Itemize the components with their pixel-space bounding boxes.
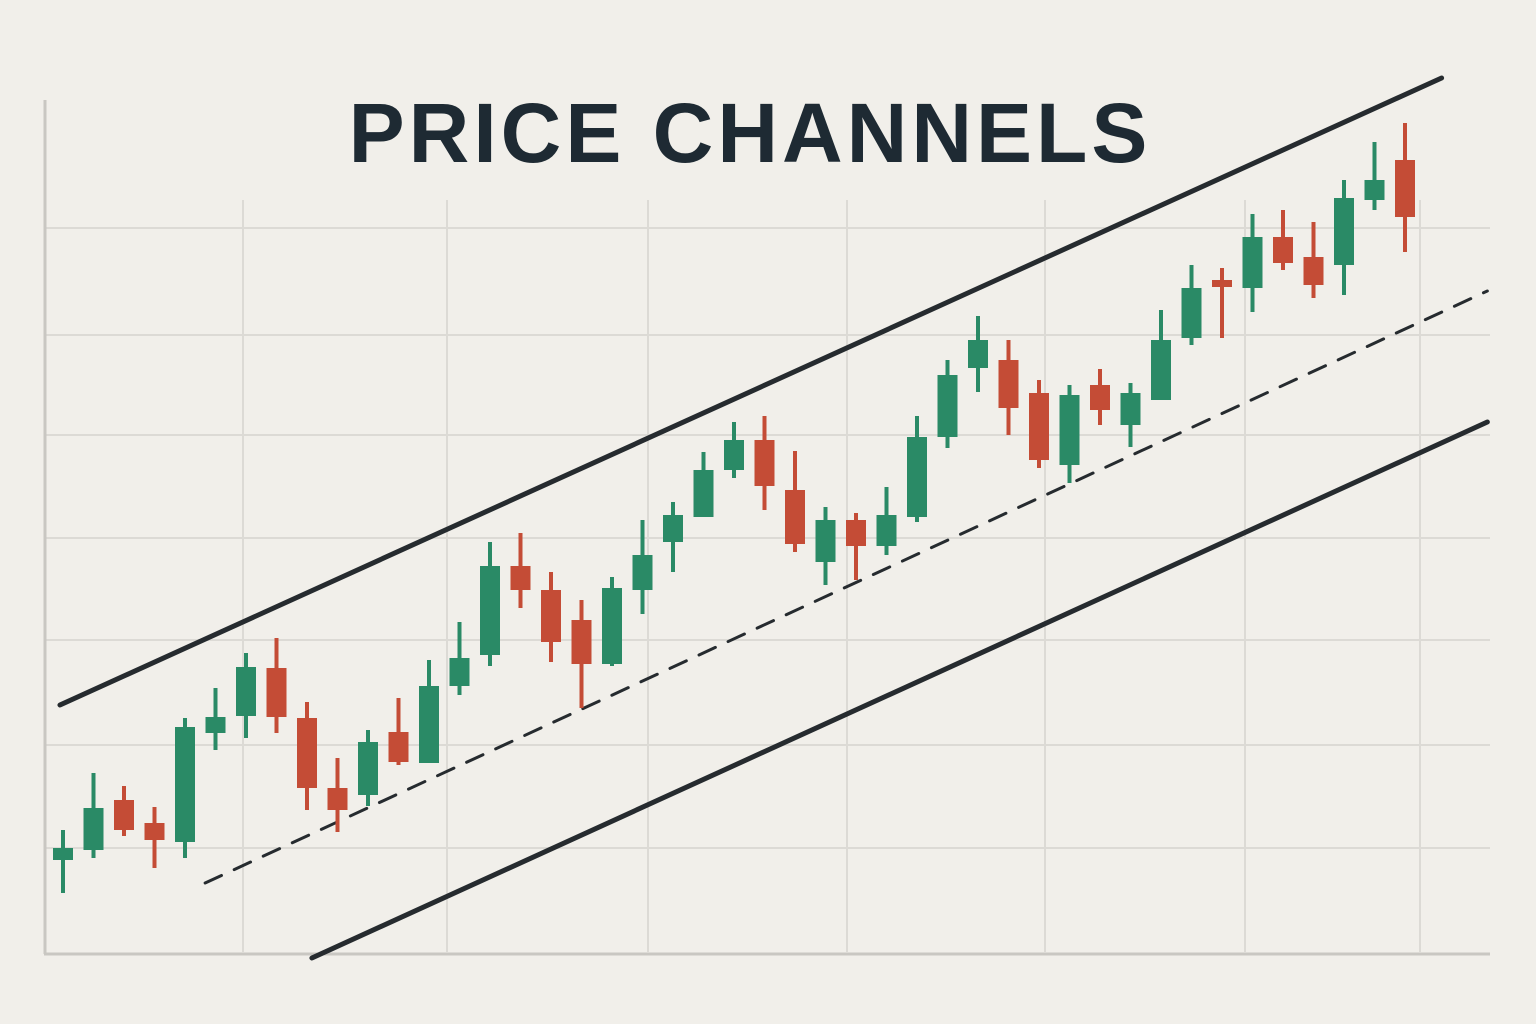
candle-body xyxy=(1120,393,1141,425)
channel-line xyxy=(309,419,1490,961)
candle-body xyxy=(1273,237,1293,263)
candle-body xyxy=(144,823,165,840)
candle-body xyxy=(327,788,348,810)
candle-body xyxy=(998,360,1019,408)
axes xyxy=(43,100,1490,956)
candle-body xyxy=(480,566,500,655)
candle-body xyxy=(541,590,561,642)
candle-body xyxy=(388,732,409,762)
candle-body xyxy=(510,566,531,590)
candle-body xyxy=(175,727,195,842)
candle-body xyxy=(297,718,317,788)
candle-body xyxy=(205,717,226,733)
candle-body xyxy=(602,588,622,664)
candle-body xyxy=(1395,160,1415,217)
candle-body xyxy=(83,808,104,850)
candle-body xyxy=(1242,237,1263,288)
candle-body xyxy=(1151,340,1171,400)
chart-title: PRICE CHANNELS xyxy=(349,86,1152,180)
channel-line xyxy=(203,289,1489,885)
candle-body xyxy=(632,555,653,590)
candle-body xyxy=(937,375,958,437)
candle-body xyxy=(1090,385,1110,410)
candle-body xyxy=(693,470,714,517)
candle-body xyxy=(754,440,775,486)
candle-body xyxy=(53,848,73,860)
candle-body xyxy=(236,667,256,716)
candle-body xyxy=(1029,393,1049,460)
candle-body xyxy=(724,440,744,470)
candle-body xyxy=(968,340,988,368)
candle-body xyxy=(907,437,927,517)
candle-body xyxy=(663,515,683,542)
candle-body xyxy=(266,668,287,717)
candle-body xyxy=(419,686,439,763)
candle-body xyxy=(358,742,378,795)
candle-body xyxy=(114,800,134,830)
candle-body xyxy=(846,520,866,546)
channel-line xyxy=(57,75,1445,708)
candle-body xyxy=(1334,198,1354,265)
candle-body xyxy=(1181,288,1202,338)
candle-body xyxy=(449,658,470,686)
candle-body xyxy=(1364,180,1385,200)
candle-body xyxy=(815,520,836,562)
candle-body xyxy=(1212,280,1232,287)
grid xyxy=(45,200,1490,952)
candle-body xyxy=(571,620,592,664)
candle-body xyxy=(785,490,805,544)
candle-body xyxy=(876,515,897,546)
candle-body xyxy=(1059,395,1080,465)
candle-body xyxy=(1303,257,1324,285)
